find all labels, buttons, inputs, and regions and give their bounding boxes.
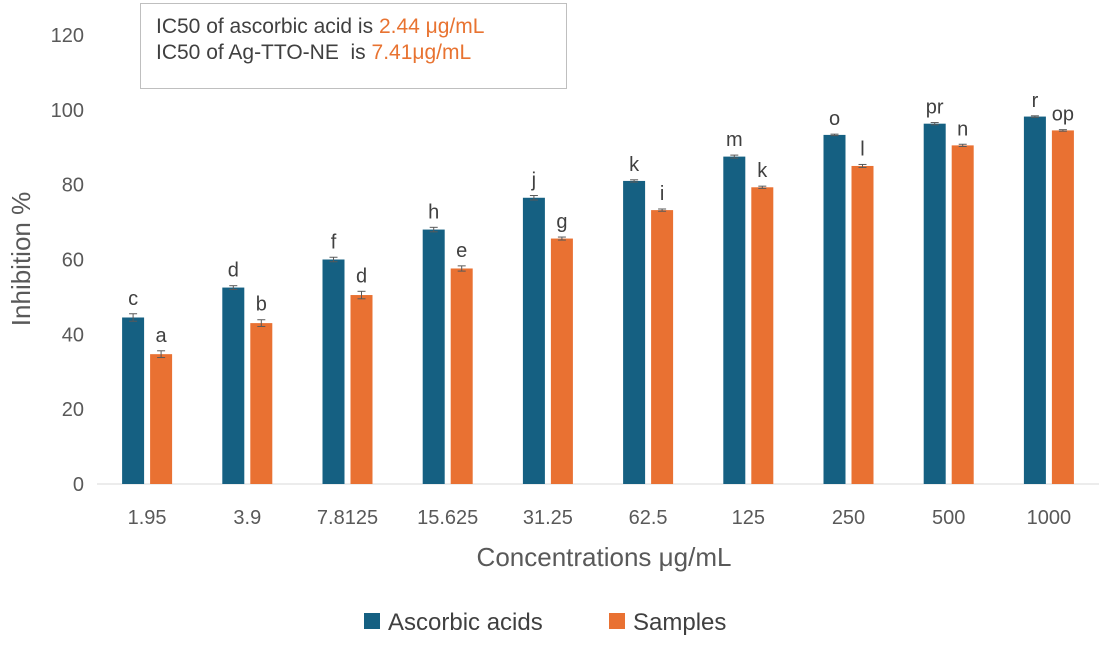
x-tick-label: 31.25 <box>523 507 573 529</box>
bar-sample <box>851 165 874 485</box>
significance-label: g <box>556 211 567 233</box>
significance-label: n <box>957 118 968 140</box>
bar-sample <box>651 210 674 485</box>
ic50-sample-value: 7.41μg/mL <box>371 41 472 64</box>
bar-sample <box>751 187 774 484</box>
legend-swatch <box>364 613 380 629</box>
x-axis-ticks: 1.95 3.9 7.8125 15.625 31.25 62.5 125 250 500 100… <box>128 507 1072 529</box>
significance-label: d <box>356 265 367 287</box>
significance-label: l <box>860 138 864 160</box>
x-tick-label: 62.5 <box>629 507 668 529</box>
legend-label: Ascorbic acids <box>388 609 543 636</box>
bar-sample <box>550 238 573 484</box>
ic50-annotation-box: IC50 of ascorbic acid is 2.44 μg/mL IC50… <box>140 3 567 89</box>
bar-ascorbic <box>723 156 746 484</box>
y-tick-label: 20 <box>62 399 84 421</box>
x-tick-label: 15.625 <box>417 507 478 529</box>
significance-label: k <box>629 154 640 176</box>
ic50-sample-line: IC50 of Ag-TTO-NE is 7.41μg/mL <box>156 40 566 66</box>
significance-label: c <box>128 288 138 310</box>
significance-label: pr <box>926 97 944 119</box>
x-tick-label: 125 <box>732 507 765 529</box>
y-tick-label: 80 <box>62 175 84 197</box>
legend: Ascorbic acids Samples <box>364 609 726 636</box>
significance-label: d <box>228 260 239 282</box>
y-axis-ticks: 0 20 40 60 80 100 120 <box>51 25 84 496</box>
bar-ascorbic <box>1023 116 1046 485</box>
x-tick-label: 250 <box>832 507 865 529</box>
bar-sample <box>450 268 473 484</box>
y-tick-label: 40 <box>62 324 84 346</box>
x-tick-label: 1.95 <box>128 507 167 529</box>
ic50-sample-prefix: IC50 of Ag-TTO-NE is <box>156 41 372 64</box>
bar-ascorbic <box>222 287 245 484</box>
ic50-ascorbic-value: 2.44 μg/mL <box>378 15 485 38</box>
y-tick-label: 120 <box>51 25 84 47</box>
x-tick-label: 1000 <box>1027 507 1072 529</box>
bar-ascorbic <box>122 317 145 484</box>
bar-ascorbic <box>923 123 946 485</box>
x-tick-label: 500 <box>932 507 965 529</box>
significance-label: j <box>531 170 536 192</box>
legend-label: Samples <box>633 609 726 636</box>
ic50-ascorbic-prefix: IC50 of ascorbic acid is <box>156 15 379 38</box>
x-axis-title: Concentrations μg/mL <box>477 542 732 572</box>
significance-label: f <box>331 231 337 253</box>
significance-label: m <box>726 129 743 151</box>
bar-ascorbic <box>623 180 646 485</box>
bar-ascorbic <box>422 229 445 484</box>
bar-sample <box>951 145 974 485</box>
significance-label: i <box>660 183 664 205</box>
bar-ascorbic <box>823 134 846 484</box>
y-tick-label: 100 <box>51 100 84 122</box>
bar-sample <box>1051 130 1074 484</box>
significance-label: k <box>757 160 768 182</box>
x-tick-label: 3.9 <box>233 507 261 529</box>
bar-sample <box>250 323 273 484</box>
ic50-ascorbic-line: IC50 of ascorbic acid is 2.44 μg/mL <box>156 14 566 40</box>
significance-label: r <box>1032 90 1039 112</box>
bar-ascorbic <box>522 197 545 484</box>
bar-sample <box>150 354 173 484</box>
significance-label: o <box>829 108 840 130</box>
significance-label: op <box>1052 104 1074 126</box>
significance-label: b <box>256 294 267 316</box>
y-tick-label: 60 <box>62 250 84 272</box>
legend-swatch <box>609 613 625 629</box>
significance-label: a <box>156 325 168 347</box>
bar-sample <box>350 295 373 484</box>
bar-ascorbic <box>322 259 345 484</box>
x-tick-label: 7.8125 <box>317 507 378 529</box>
y-axis-title: Inhibition % <box>6 192 36 326</box>
significance-label: h <box>428 201 439 223</box>
y-tick-label: 0 <box>73 474 84 496</box>
significance-label: e <box>456 240 467 262</box>
